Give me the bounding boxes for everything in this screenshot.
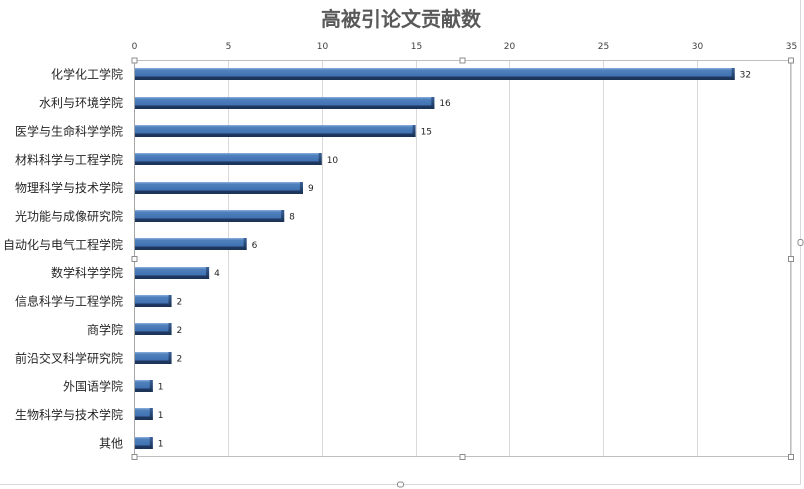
bar-end-cap[interactable] [281,210,285,222]
bar-3[interactable] [135,125,416,137]
data-label-6: 8 [289,212,295,222]
bar-end-cap[interactable] [431,97,435,109]
resize-handle-middle-right[interactable] [788,256,794,262]
resize-handle-top-right[interactable] [788,57,794,64]
bar-face[interactable] [135,323,172,335]
bar-end-cap[interactable] [299,182,303,194]
bar-4[interactable] [135,153,322,165]
tick-label-0: 0 [132,42,138,52]
bar-end-cap[interactable] [168,352,172,364]
bar-13[interactable] [135,408,153,420]
bar-end-cap[interactable] [168,295,172,307]
category-label-14: 其他 [99,436,123,450]
data-label-14: 1 [158,439,164,449]
chart-area-selection-handles[interactable] [397,239,804,488]
category-label-12: 外国语学院 [63,379,123,394]
category-label-5: 物理科学与技术学院 [15,180,123,195]
bar-face[interactable] [135,267,210,279]
bar-face[interactable] [135,437,153,449]
category-label-7: 自动化与电气工程学院 [3,237,123,252]
tick-label-5: 5 [226,42,232,52]
bar-6[interactable] [135,210,285,222]
resize-handle-middle-left[interactable] [131,256,138,262]
bar-face[interactable] [135,352,172,364]
category-label-10: 商学院 [87,322,123,337]
bar-2[interactable] [135,97,435,109]
bar-face[interactable] [135,380,153,392]
chart-resize-handle-bottom[interactable] [397,481,404,488]
bar-5[interactable] [135,182,303,194]
bar-11[interactable] [135,352,172,364]
bar-end-cap[interactable] [168,323,172,335]
bar-face[interactable] [135,68,735,80]
data-label-1: 32 [740,71,751,81]
bar-10[interactable] [135,323,172,335]
category-axis[interactable]: 化学化工学院水利与环境学院医学与生命科学学院材料科学与工程学院物理科学与技术学院… [3,67,123,451]
bar-face[interactable] [135,153,322,165]
bar-12[interactable] [135,380,153,392]
tick-label-25: 25 [598,42,609,52]
bar-end-cap[interactable] [318,153,322,165]
tick-label-35: 35 [786,42,797,52]
bar-face[interactable] [135,182,303,194]
category-label-11: 前沿交叉科学研究院 [15,350,123,365]
data-labels: 32 16 15 10 9 8 6 4 2 2 2 1 1 1 [158,71,751,450]
data-label-7: 6 [252,241,258,251]
bar-end-cap[interactable] [206,267,210,279]
bar-14[interactable] [135,437,153,449]
bar-end-cap[interactable] [243,238,247,250]
data-label-12: 1 [158,383,164,393]
plot-area-selection-handles[interactable] [131,57,794,460]
chart-title[interactable]: 高被引论文贡献数 [321,7,482,31]
data-label-3: 15 [421,127,432,137]
bar-face[interactable] [135,238,247,250]
bar-series[interactable] [135,68,735,449]
resize-handle-top-left[interactable] [131,57,138,64]
chart-resize-handle-right[interactable] [797,239,804,246]
category-label-6: 光功能与成像研究院 [15,208,123,223]
category-label-4: 材料科学与工程学院 [15,152,123,167]
resize-handle-top-middle[interactable] [459,57,466,64]
bar-end-cap[interactable] [731,68,735,80]
bar-9[interactable] [135,295,172,307]
bar-end-cap[interactable] [149,380,153,392]
category-label-13: 生物科学与技术学院 [15,407,123,422]
bar-face[interactable] [135,210,285,222]
data-label-13: 1 [158,411,164,421]
resize-handle-bottom-left[interactable] [131,454,138,460]
tick-label-15: 15 [411,42,422,52]
data-label-10: 2 [177,326,183,336]
category-label-1: 化学化工学院 [51,67,123,82]
category-label-9: 信息科学与工程学院 [15,294,123,309]
data-label-8: 4 [214,269,220,279]
bar-end-cap[interactable] [149,408,153,420]
value-axis[interactable]: 0 5 10 15 20 25 30 35 [132,42,798,52]
data-label-5: 9 [308,184,314,194]
bar-face[interactable] [135,125,416,137]
tick-label-30: 30 [692,42,704,52]
bar-end-cap[interactable] [149,437,153,449]
resize-handle-bottom-right[interactable] [788,454,794,460]
tick-label-10: 10 [317,42,329,52]
data-label-11: 2 [177,354,183,364]
category-label-2: 水利与环境学院 [39,95,123,110]
bar-7[interactable] [135,238,247,250]
data-label-4: 10 [327,156,339,166]
bar-8[interactable] [135,267,210,279]
bar-face[interactable] [135,295,172,307]
bar-face[interactable] [135,97,435,109]
category-label-8: 数学科学学院 [51,265,123,280]
tick-label-20: 20 [504,42,516,52]
bar-face[interactable] [135,408,153,420]
data-label-2: 16 [439,99,451,109]
category-label-3: 医学与生命科学学院 [15,123,123,138]
bar-end-cap[interactable] [412,125,416,137]
data-label-9: 2 [177,298,183,308]
resize-handle-bottom-middle[interactable] [459,454,466,460]
bar-1[interactable] [135,68,735,80]
